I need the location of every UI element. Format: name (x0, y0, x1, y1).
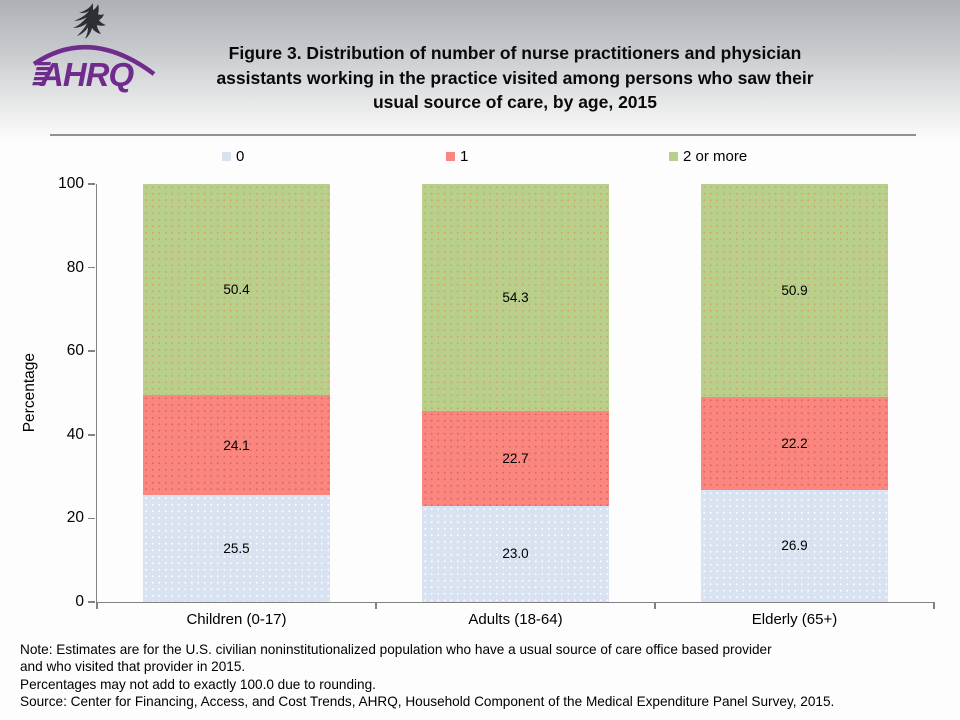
bar-value-label: 54.3 (502, 290, 529, 306)
x-axis-tick (654, 602, 656, 609)
y-axis-tick (88, 350, 95, 352)
y-axis-tick-label: 100 (58, 175, 84, 192)
category-label-adults-18-64: Adults (18-64) (468, 611, 563, 628)
legend-label: 2 or more (683, 148, 748, 165)
footnotes: Note: Estimates are for the U.S. civilia… (20, 641, 834, 710)
x-axis-tick (933, 602, 935, 609)
bar-segment-1: 22.2 (701, 396, 888, 490)
figure-title-line: usual source of care, by age, 2015 (372, 92, 658, 112)
y-axis-tick-label: 60 (66, 342, 84, 360)
bar-group-adults-18-64: 23.0 22.7 54.3 (422, 184, 609, 602)
y-axis-tick-label: 20 (66, 509, 84, 527)
y-axis-tick-label: 80 (66, 258, 84, 276)
legend-item-2-or-more: 2 or more (669, 148, 747, 165)
legend: 0 1 2 or more (0, 148, 960, 170)
figure-title-line: assistants working in the practice visit… (216, 67, 814, 88)
x-axis-tick (375, 602, 377, 609)
plot-area: 0 20 40 60 80 100 25.5 24.1 50.4 Children (0-17) 2… (58, 175, 935, 628)
legend-item-1: 1 (446, 148, 468, 165)
bar-segment-2-or-more: 50.4 (143, 184, 330, 395)
footnote-line: Note: Estimates are for the U.S. civilia… (20, 642, 772, 657)
bar-value-label: 23.0 (502, 546, 529, 562)
ahrq-stripes (32, 62, 52, 86)
figure-title: Figure 3. Distribution of number of nurs… (150, 41, 880, 115)
bar-group-children-0-17: 25.5 24.1 50.4 (143, 184, 330, 602)
bar-value-label: 24.1 (223, 437, 250, 453)
bar-value-label: 22.2 (781, 435, 808, 451)
bar-value-label: 26.9 (781, 538, 808, 554)
ahrq-swoosh-arc (32, 45, 156, 76)
y-axis-tick-label: 0 (75, 593, 84, 610)
y-axis-tick (88, 434, 95, 436)
bar-value-label: 50.9 (781, 282, 808, 298)
bar-segment-1: 22.7 (422, 411, 609, 506)
bar-value-label: 25.5 (223, 541, 250, 557)
bar-segment-2-or-more: 54.3 (422, 184, 609, 411)
legend-swatch-1 (446, 152, 455, 161)
legend-label: 0 (236, 148, 245, 165)
hhs-eagle-icon (73, 3, 106, 39)
bar-segment-1: 24.1 (143, 394, 330, 496)
y-axis-tick (88, 517, 95, 520)
legend-swatch-2-or-more (669, 152, 678, 161)
bar-value-label: 50.4 (223, 281, 250, 297)
ahrq-logo: AHRQ (26, 2, 166, 106)
footnote-line: and who visited that provider in 2015. (20, 659, 246, 675)
footnote-line: Percentages may not add to exactly 100.0… (20, 676, 376, 692)
y-axis-title-wrap: Percentage (18, 184, 42, 602)
y-axis-tick-label: 40 (66, 425, 84, 443)
bar-group-elderly-65: 26.9 22.2 50.9 (701, 184, 888, 602)
bar-segment-0: 26.9 (701, 489, 888, 602)
ahrq-logo-svg: AHRQ (32, 3, 156, 93)
y-axis-tick (88, 183, 95, 185)
bar-value-label: 22.7 (502, 450, 529, 466)
y-axis-tick (88, 601, 95, 603)
y-axis-tick (88, 266, 95, 269)
legend-label: 1 (460, 148, 469, 165)
legend-item-0: 0 (222, 148, 244, 165)
category-label-elderly-65: Elderly (65+) (751, 611, 838, 628)
y-axis-title: Percentage (21, 353, 38, 433)
title-separator-line (50, 134, 916, 136)
bar-segment-0: 23.0 (422, 505, 609, 602)
bar-segment-0: 25.5 (143, 495, 330, 602)
footnote-line: Source: Center for Financing, Access, an… (20, 693, 835, 709)
figure-title-line: Figure 3. Distribution of number of nurs… (228, 43, 802, 63)
bar-segment-2-or-more: 50.9 (701, 184, 888, 397)
legend-swatch-0 (222, 152, 231, 161)
ahrq-logo-text: AHRQ (39, 56, 134, 93)
category-label-children-0-17: Children (0-17) (186, 611, 287, 628)
x-axis-tick (96, 602, 98, 609)
header-gradient (0, 0, 960, 142)
